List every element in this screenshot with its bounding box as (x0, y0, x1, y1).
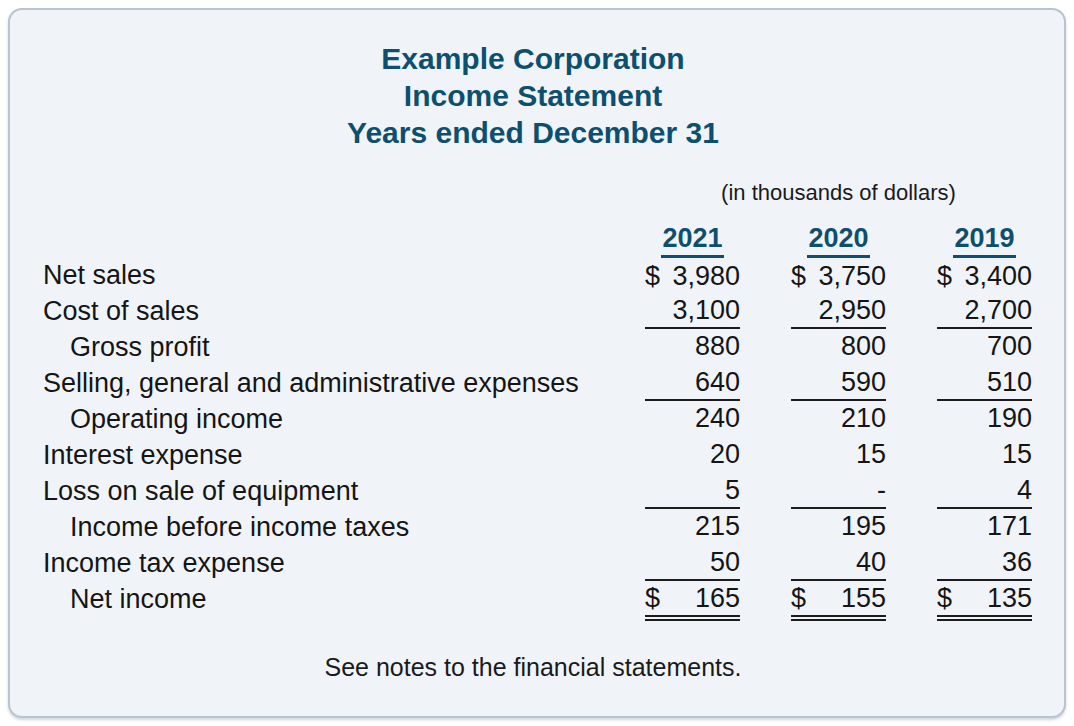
table-row: Net income $165 $155 $135 (34, 581, 1032, 617)
table-cell: 190 (937, 401, 1032, 437)
table-cell: $155 (791, 581, 886, 617)
row-label: Interest expense (34, 437, 594, 473)
dollar-sign: $ (645, 581, 660, 615)
table-cell: $135 (937, 581, 1032, 617)
table-row: Income before income taxes 215 195 171 (34, 509, 1032, 545)
table-cell: 800 (791, 329, 886, 365)
income-statement-card: Example Corporation Income Statement Yea… (8, 8, 1066, 718)
table-cell: 880 (645, 329, 740, 365)
table-row: Loss on sale of equipment 5 - 4 (34, 473, 1032, 509)
table-cell: 5 (645, 473, 740, 509)
table-cell: 195 (791, 509, 886, 545)
dollar-sign: $ (645, 259, 660, 293)
table-cell: 171 (937, 509, 1032, 545)
table-row: Cost of sales 3,100 2,950 2,700 (34, 293, 1032, 329)
table-row: Net sales $3,980 $3,750 $3,400 (34, 257, 1032, 293)
table-cell: 2,700 (937, 293, 1032, 329)
table-cell: 640 (645, 365, 740, 401)
table-cell: 15 (937, 437, 1032, 473)
table-cell: 50 (645, 545, 740, 581)
table-cell: 15 (791, 437, 886, 473)
company-name: Example Corporation (34, 40, 1032, 77)
row-label: Operating income (34, 401, 594, 437)
dollar-sign: $ (791, 581, 806, 615)
table-cell: 700 (937, 329, 1032, 365)
table-cell: 3,100 (645, 293, 740, 329)
year-header-2021: 2021 (645, 221, 740, 258)
dollar-sign: $ (937, 259, 952, 293)
table-cell: 36 (937, 545, 1032, 581)
period-covered: Years ended December 31 (34, 114, 1032, 151)
table-cell: 40 (791, 545, 886, 581)
dollar-sign: $ (937, 581, 952, 615)
table-row: Operating income 240 210 190 (34, 401, 1032, 437)
row-label: Cost of sales (34, 293, 594, 329)
table-cell: $165 (645, 581, 740, 617)
table-cell: 20 (645, 437, 740, 473)
table-cell: $3,980 (645, 257, 740, 293)
row-label: Gross profit (34, 329, 594, 365)
statement-type: Income Statement (34, 77, 1032, 114)
table-cell: 590 (791, 365, 886, 401)
table-cell: 215 (645, 509, 740, 545)
table-cell: 2,950 (791, 293, 886, 329)
row-label: Income before income taxes (34, 509, 594, 545)
year-header-2020: 2020 (791, 221, 886, 258)
table-cell: $3,400 (937, 257, 1032, 293)
units-note: (in thousands of dollars) (645, 181, 1032, 205)
table-row: Interest expense 20 15 15 (34, 437, 1032, 473)
table-row: Gross profit 880 800 700 (34, 329, 1032, 365)
table-row: Selling, general and administrative expe… (34, 365, 1032, 401)
statement-title: Example Corporation Income Statement Yea… (34, 40, 1032, 151)
table-cell: $3,750 (791, 257, 886, 293)
year-header-row: 2021 2020 2019 (34, 221, 1032, 257)
footnote: See notes to the financial statements. (34, 653, 1032, 682)
row-label: Selling, general and administrative expe… (34, 365, 594, 401)
table-cell: - (791, 473, 886, 509)
table-cell: 4 (937, 473, 1032, 509)
row-label: Loss on sale of equipment (34, 473, 594, 509)
year-header-2019: 2019 (937, 221, 1032, 258)
table-cell: 240 (645, 401, 740, 437)
units-row: (in thousands of dollars) (34, 181, 1032, 205)
row-label: Net income (34, 581, 594, 617)
table-cell: 510 (937, 365, 1032, 401)
table-row: Income tax expense 50 40 36 (34, 545, 1032, 581)
row-label: Net sales (34, 257, 594, 293)
table-cell: 210 (791, 401, 886, 437)
row-label: Income tax expense (34, 545, 594, 581)
dollar-sign: $ (791, 259, 806, 293)
